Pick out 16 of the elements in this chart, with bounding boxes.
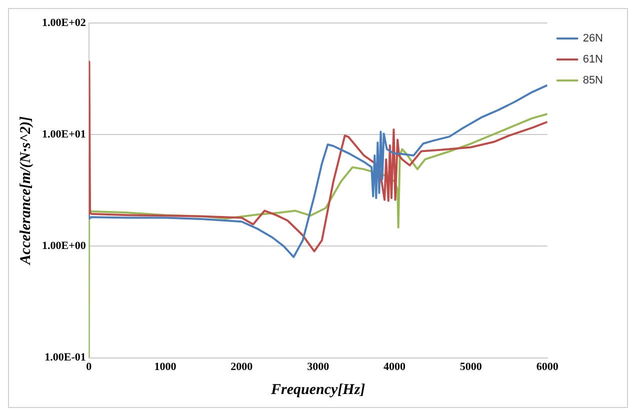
x-tick-label: 3000 xyxy=(307,361,330,374)
legend-label: 61N xyxy=(582,54,604,66)
x-tick-label: 0 xyxy=(86,361,92,374)
legend-label: 26N xyxy=(582,32,604,45)
x-tick-label: 4000 xyxy=(384,361,406,374)
y-axis-title: Accelerance[m/(N·s^2)] xyxy=(18,116,34,266)
x-axis-title: Frequency[Hz] xyxy=(270,382,366,398)
x-tick-label: 1000 xyxy=(154,361,177,374)
x-tick-label: 6000 xyxy=(536,361,559,374)
y-tick-label: 1.00E+01 xyxy=(42,128,86,140)
x-tick-label: 2000 xyxy=(230,361,254,374)
y-tick-label: 1.00E-01 xyxy=(44,352,86,364)
y-tick-label: 1.00E+00 xyxy=(42,240,86,252)
legend-label: 85N xyxy=(582,74,604,87)
x-tick-label: 5000 xyxy=(460,361,482,374)
y-tick-label: 1.00E+02 xyxy=(42,16,86,29)
